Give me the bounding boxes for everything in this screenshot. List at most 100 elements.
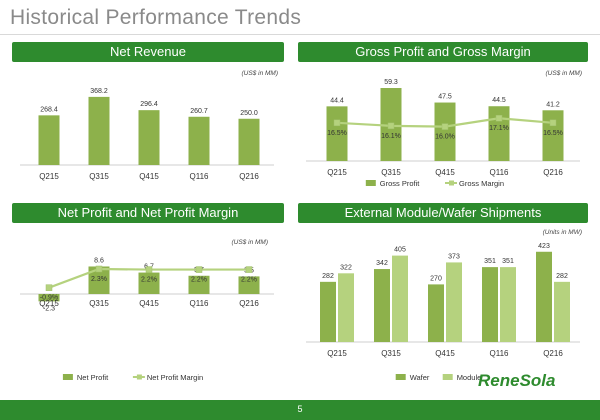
bar-wafer bbox=[374, 269, 390, 342]
gross-profit-chart: (US$ in MM) 44.4 59.3 47.5 44.5 41.2 16.5% 16.1… bbox=[306, 70, 582, 188]
unit-note: (US$ in MM) bbox=[232, 239, 268, 246]
margin-data-label: 2.3% bbox=[91, 276, 107, 283]
margin-data-label: 2.2% bbox=[241, 277, 257, 284]
bar-gross-profit bbox=[488, 106, 510, 161]
legend-marker-swatch bbox=[449, 180, 454, 186]
bar-gross-profit bbox=[434, 102, 456, 161]
bar-data-label: 282 bbox=[322, 273, 334, 280]
net-revenue-chart: (US$ in MM) 268.4 368.2 296.4 260.7 250.0 Q215… bbox=[20, 70, 278, 181]
margin-marker bbox=[333, 119, 341, 127]
category-tick-label: Q215 bbox=[327, 349, 347, 358]
bar-value bbox=[88, 96, 110, 165]
bar-module bbox=[338, 273, 354, 342]
category-tick-label: Q116 bbox=[490, 349, 510, 358]
bar-net-profit bbox=[238, 276, 260, 294]
bar-data-label: 423 bbox=[538, 243, 550, 250]
bar-data-label: 250.0 bbox=[240, 110, 258, 117]
category-tick-label: Q415 bbox=[139, 299, 159, 308]
margin-marker bbox=[245, 266, 253, 273]
bar-data-label: 270 bbox=[430, 275, 442, 282]
category-tick-label: Q315 bbox=[381, 349, 401, 358]
page-title: Historical Performance Trends bbox=[10, 6, 302, 29]
category-tick-label: Q216 bbox=[543, 168, 563, 177]
category-tick-label: Q216 bbox=[543, 349, 563, 358]
bar-data-label: -2.3 bbox=[43, 305, 55, 312]
category-tick-label: Q415 bbox=[435, 168, 455, 177]
category-tick-label: Q116 bbox=[190, 299, 210, 308]
bar-data-label: 41.2 bbox=[546, 101, 560, 108]
margin-data-label: 17.1% bbox=[489, 125, 509, 132]
renesola-logo: ReneSola bbox=[478, 371, 555, 391]
margin-marker bbox=[387, 122, 395, 130]
bar-data-label: 351 bbox=[502, 258, 514, 265]
bar-wafer bbox=[428, 284, 444, 342]
legend-bar-swatch bbox=[62, 374, 73, 380]
category-tick-label: Q215 bbox=[327, 168, 347, 177]
legend-label: Net Profit bbox=[77, 373, 109, 382]
bar-net-profit bbox=[138, 272, 160, 294]
bar-net-profit bbox=[88, 266, 110, 294]
gross-profit-banner: Gross Profit and Gross Margin bbox=[298, 42, 588, 62]
bar-value bbox=[138, 110, 160, 165]
unit-note: (Units in MW) bbox=[543, 229, 582, 236]
margin-marker bbox=[495, 114, 503, 122]
bar-data-label: 368.2 bbox=[90, 88, 108, 95]
shipments-chart: (Units in MW) 282 342 270 351 423 322 405 373 351… bbox=[306, 229, 582, 382]
margin-marker bbox=[145, 266, 153, 273]
margin-marker bbox=[195, 266, 203, 273]
margin-marker bbox=[549, 119, 557, 127]
bar-module bbox=[554, 281, 570, 342]
unit-note: (US$ in MM) bbox=[546, 70, 582, 77]
legend-marker-swatch bbox=[136, 374, 142, 380]
legend-bar-swatch bbox=[365, 180, 376, 186]
page-number: 5 bbox=[297, 404, 303, 414]
bar-data-label: 268.4 bbox=[40, 106, 58, 113]
bar-data-label: 373 bbox=[448, 253, 460, 260]
margin-marker bbox=[45, 284, 53, 291]
bar-wafer bbox=[482, 267, 498, 342]
footer-bar bbox=[0, 400, 600, 420]
margin-data-label: 16.1% bbox=[381, 133, 401, 140]
bar-net-profit bbox=[188, 275, 210, 294]
margin-marker bbox=[441, 123, 449, 130]
category-tick-label: Q215 bbox=[39, 299, 59, 308]
margin-data-label: 16.5% bbox=[327, 130, 347, 137]
margin-data-label: -0.9% bbox=[40, 295, 58, 302]
bar-data-label: 47.5 bbox=[438, 94, 452, 101]
category-tick-label: Q216 bbox=[239, 172, 259, 181]
legend-label: Gross Profit bbox=[380, 179, 421, 188]
bar-data-label: 296.4 bbox=[140, 101, 158, 108]
bar-data-label: 282 bbox=[556, 273, 568, 280]
margin-marker bbox=[95, 265, 103, 273]
bar-data-label: 59.3 bbox=[384, 79, 398, 86]
bar-data-label: 405 bbox=[394, 247, 406, 254]
bar-module bbox=[446, 262, 462, 342]
bar-data-label: 44.4 bbox=[330, 97, 344, 104]
bar-module bbox=[392, 255, 408, 342]
category-tick-label: Q415 bbox=[139, 172, 159, 181]
category-tick-label: Q116 bbox=[490, 168, 510, 177]
bar-data-label: 260.7 bbox=[190, 108, 208, 115]
unit-note: (US$ in MM) bbox=[242, 70, 278, 77]
shipments-banner: External Module/Wafer Shipments bbox=[298, 203, 588, 223]
legend-bar-swatch bbox=[442, 374, 453, 380]
margin-data-label: 2.2% bbox=[191, 277, 207, 284]
net-profit-banner: Net Profit and Net Profit Margin bbox=[12, 203, 284, 223]
bar-wafer bbox=[320, 281, 336, 342]
net-revenue-banner: Net Revenue bbox=[12, 42, 284, 62]
legend-label: Module bbox=[457, 373, 482, 382]
category-tick-label: Q116 bbox=[190, 172, 210, 181]
category-tick-label: Q215 bbox=[39, 172, 59, 181]
net-profit-chart: (US$ in MM)-2.38.66.75.75.5-0.9%2.3%2.2%… bbox=[20, 239, 274, 382]
bar-gross-profit bbox=[326, 106, 348, 161]
bar-value bbox=[238, 118, 260, 165]
bar-value bbox=[38, 115, 60, 165]
margin-data-label: 16.0% bbox=[435, 134, 455, 141]
logo-text: ReneSola bbox=[478, 371, 556, 390]
bar-data-label: 351 bbox=[484, 258, 496, 265]
category-tick-label: Q315 bbox=[381, 168, 401, 177]
bar-data-label: 8.6 bbox=[94, 257, 104, 264]
bar-data-label: 44.5 bbox=[492, 97, 506, 104]
bar-net-profit bbox=[38, 294, 60, 302]
margin-data-label: 16.5% bbox=[543, 130, 563, 137]
